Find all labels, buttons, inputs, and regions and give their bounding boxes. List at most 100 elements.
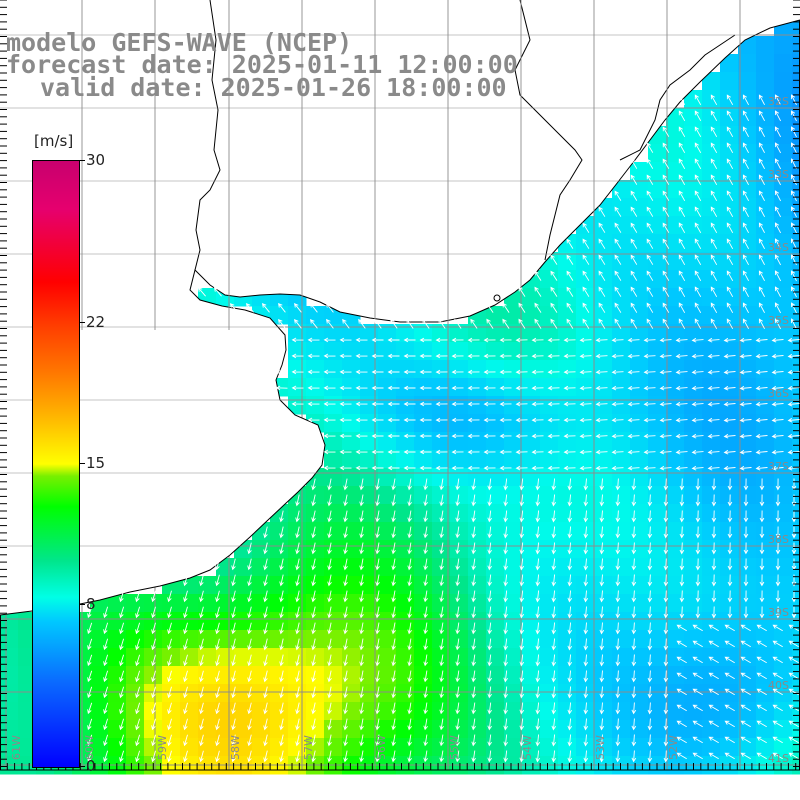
wind-arrow xyxy=(278,302,286,313)
wind-speed-cell xyxy=(666,630,685,649)
wind-arrow xyxy=(647,574,653,587)
wind-arrow xyxy=(391,494,396,507)
wind-arrow xyxy=(451,465,464,471)
wind-speed-cell xyxy=(792,720,800,739)
wind-arrow xyxy=(663,670,669,683)
wind-arrow xyxy=(566,318,574,329)
wind-arrow xyxy=(708,720,719,728)
wind-arrow xyxy=(407,574,412,587)
wind-speed-cell xyxy=(576,504,595,523)
wind-speed-cell xyxy=(522,540,541,559)
wind-arrow xyxy=(295,494,300,507)
wind-speed-cell xyxy=(756,450,775,469)
wind-arrow xyxy=(423,718,428,731)
wind-arrow xyxy=(531,401,544,407)
wind-arrow xyxy=(740,672,751,680)
wind-speed-cell xyxy=(774,540,793,559)
wind-speed-cell xyxy=(288,306,307,325)
wind-arrow xyxy=(519,494,525,507)
wind-arrow xyxy=(788,640,799,648)
wind-speed-cell xyxy=(576,360,595,379)
wind-speed-cell xyxy=(378,414,397,433)
wind-arrow xyxy=(646,270,654,281)
wind-speed-cell xyxy=(360,396,379,415)
wind-speed-cell xyxy=(558,378,577,397)
wind-speed-cell xyxy=(360,576,379,595)
wind-speed-cell xyxy=(270,612,289,631)
wind-arrow xyxy=(678,238,686,250)
wind-speed-cell xyxy=(630,540,649,559)
wind-arrow xyxy=(455,654,460,667)
wind-arrow xyxy=(499,337,512,343)
wind-speed-cell xyxy=(234,612,253,631)
wind-arrow xyxy=(659,401,672,407)
wind-speed-cell xyxy=(360,522,379,541)
wind-speed-cell xyxy=(306,594,325,613)
wind-arrow xyxy=(790,318,797,330)
wind-arrow xyxy=(742,126,749,138)
wind-arrow xyxy=(291,401,304,407)
wind-arrow xyxy=(519,734,525,747)
wind-arrow xyxy=(707,353,720,359)
wind-speed-cell xyxy=(504,360,523,379)
wind-arrow xyxy=(631,558,637,571)
wind-speed-cell xyxy=(0,612,19,631)
wind-arrow xyxy=(727,574,733,587)
wind-arrow xyxy=(503,574,508,587)
wind-arrow xyxy=(724,720,735,728)
wind-arrow xyxy=(355,369,368,375)
wind-arrow xyxy=(519,542,525,555)
wind-arrow xyxy=(758,126,765,138)
wind-arrow xyxy=(279,622,284,635)
wind-arrow xyxy=(215,686,220,699)
wind-speed-cell xyxy=(378,432,397,451)
wind-arrow xyxy=(631,574,637,587)
wind-speed-cell xyxy=(396,594,415,613)
wind-speed-cell xyxy=(612,558,631,577)
wind-arrow xyxy=(708,688,719,696)
wind-arrow xyxy=(615,686,621,699)
wind-speed-cell xyxy=(666,522,685,541)
wind-speed-cell xyxy=(234,720,253,739)
wind-arrow xyxy=(87,702,93,715)
wind-arrow xyxy=(551,734,557,747)
wind-arrow xyxy=(519,670,525,683)
wind-speed-cell xyxy=(252,612,271,631)
wind-arrow xyxy=(627,449,640,455)
wind-speed-cell xyxy=(612,414,631,433)
wind-arrow xyxy=(678,222,686,234)
wind-arrow xyxy=(551,622,557,635)
wind-arrow xyxy=(615,718,621,731)
wind-speed-cell xyxy=(792,738,800,757)
wind-arrow xyxy=(419,353,432,359)
wind-arrow xyxy=(503,526,508,539)
wind-speed-cell xyxy=(594,684,613,703)
wind-speed-cell xyxy=(522,288,541,307)
wind-arrow xyxy=(403,369,416,375)
wind-speed-cell xyxy=(504,630,523,649)
wind-arrow xyxy=(775,494,781,507)
wind-arrow xyxy=(439,718,444,731)
wind-speed-cell xyxy=(0,702,19,721)
wind-speed-cell xyxy=(738,252,757,271)
wind-arrow xyxy=(631,542,637,555)
wind-speed-cell xyxy=(702,540,721,559)
wind-arrow xyxy=(678,302,686,314)
wind-arrow xyxy=(327,574,332,587)
wind-arrow xyxy=(567,590,573,603)
wind-arrow xyxy=(359,494,364,507)
wind-speed-cell xyxy=(288,684,307,703)
wind-arrow xyxy=(279,542,284,555)
wind-speed-cell xyxy=(90,684,109,703)
wind-arrow xyxy=(740,688,751,696)
wind-arrow xyxy=(263,702,268,715)
wind-speed-cell xyxy=(504,648,523,667)
wind-arrow xyxy=(519,622,525,635)
wind-speed-cell xyxy=(486,396,505,415)
wind-arrow xyxy=(515,385,528,391)
wind-speed-cell xyxy=(576,414,595,433)
wind-speed-cell xyxy=(540,558,559,577)
wind-arrow xyxy=(471,702,476,715)
wind-speed-cell xyxy=(576,684,595,703)
wind-speed-cell xyxy=(432,360,451,379)
